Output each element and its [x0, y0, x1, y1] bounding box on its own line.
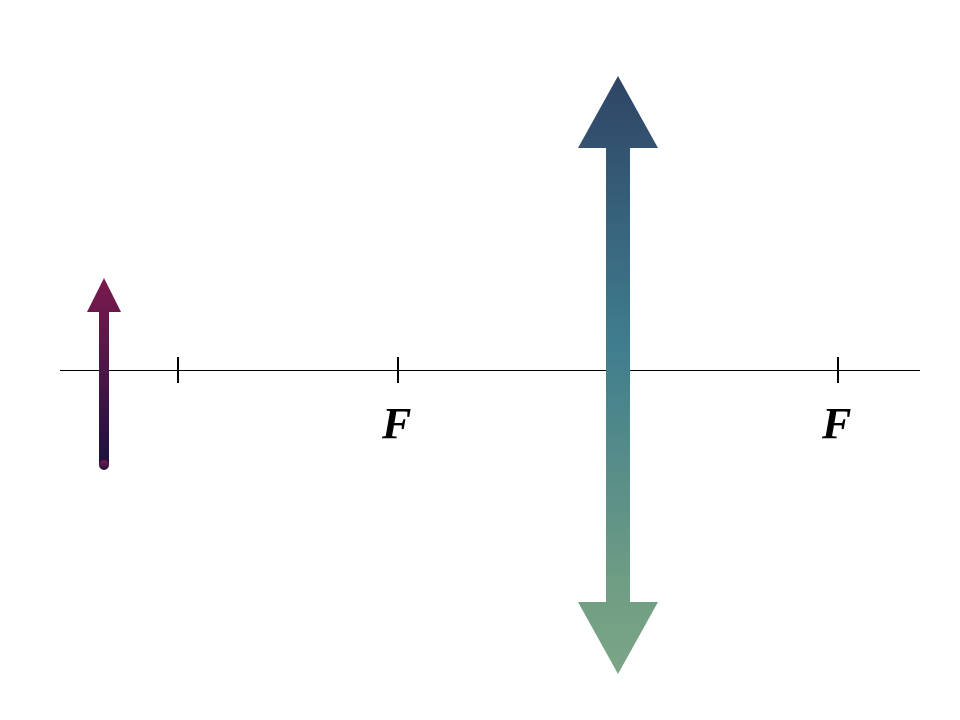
- diagram-canvas: FF: [0, 0, 960, 720]
- object-arrow: [0, 0, 960, 720]
